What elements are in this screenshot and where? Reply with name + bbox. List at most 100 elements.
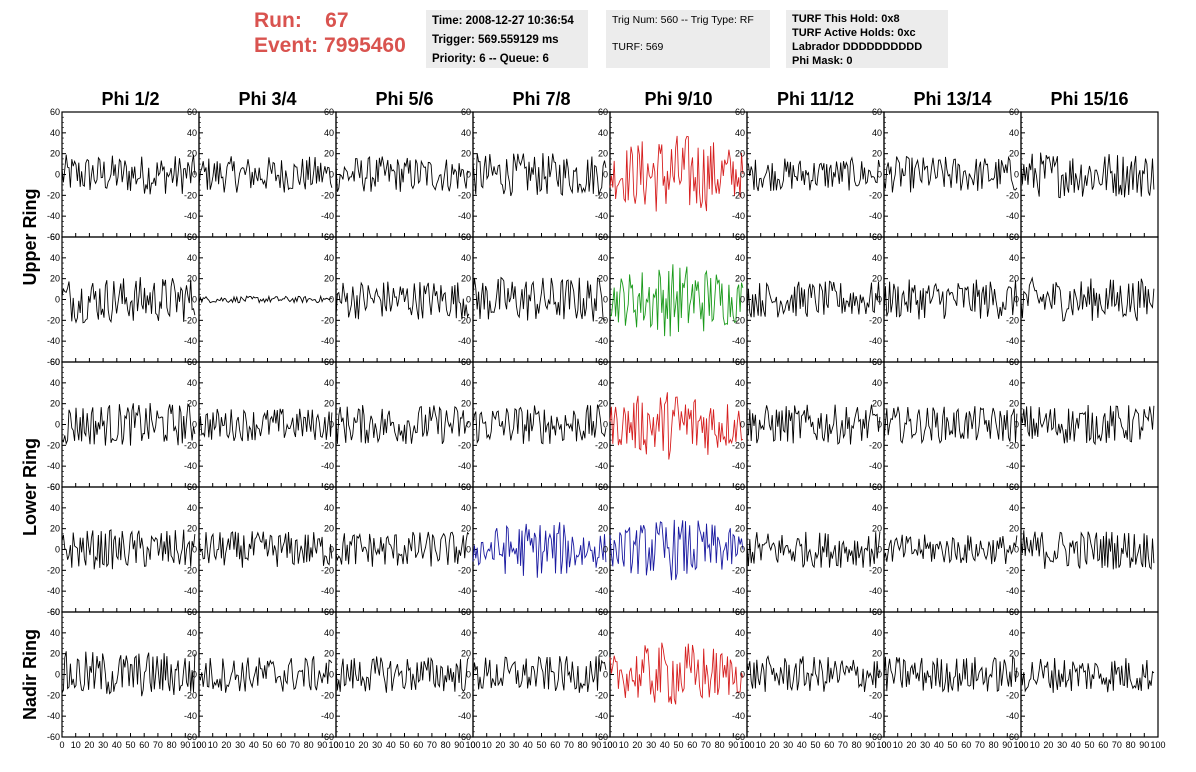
y-tick-label: -20 xyxy=(732,565,745,575)
x-tick-label: 20 xyxy=(495,740,505,750)
y-tick-label: -20 xyxy=(869,565,882,575)
y-tick-label: 20 xyxy=(1009,149,1019,159)
y-tick-label: 20 xyxy=(50,649,60,659)
event-line: Event: 7995460 xyxy=(254,33,406,58)
y-tick-label: 60 xyxy=(598,107,608,117)
x-tick-label: 100 xyxy=(739,740,754,750)
y-tick-label: 60 xyxy=(50,607,60,617)
y-tick-label: -20 xyxy=(869,190,882,200)
y-tick-label: 0 xyxy=(740,670,745,680)
x-tick-label: 0 xyxy=(744,740,749,750)
y-tick-label: -20 xyxy=(47,565,60,575)
y-tick-label: -40 xyxy=(184,711,197,721)
y-tick-label: 20 xyxy=(872,649,882,659)
y-tick-label: 60 xyxy=(735,357,745,367)
y-tick-label: 0 xyxy=(877,295,882,305)
x-tick-label: 40 xyxy=(797,740,807,750)
y-tick-label: 60 xyxy=(735,607,745,617)
y-tick-label: 40 xyxy=(598,128,608,138)
y-tick-label: 40 xyxy=(461,128,471,138)
waveform-trace xyxy=(61,154,196,195)
y-tick-label: -20 xyxy=(321,190,334,200)
y-tick-label: 20 xyxy=(187,399,197,409)
y-tick-label: -40 xyxy=(47,461,60,471)
y-tick-label: -40 xyxy=(732,711,745,721)
x-tick-label: 70 xyxy=(427,740,437,750)
panel-frame xyxy=(609,236,748,363)
y-tick-label: -40 xyxy=(458,711,471,721)
y-tick-label: 40 xyxy=(598,503,608,513)
y-tick-label: -40 xyxy=(732,211,745,221)
waveform-trace xyxy=(1020,530,1155,570)
x-tick-label: 90 xyxy=(454,740,464,750)
column-header: Phi 3/4 xyxy=(238,89,296,109)
y-tick-label: 60 xyxy=(872,107,882,117)
waveform-trace xyxy=(746,280,881,318)
y-tick-label: -60 xyxy=(321,732,334,742)
waveform-trace xyxy=(61,651,196,697)
y-tick-label: -40 xyxy=(47,211,60,221)
y-tick-label: 40 xyxy=(461,253,471,263)
labrador-text: Labrador DDDDDDDDDD xyxy=(792,41,923,53)
y-tick-label: 40 xyxy=(324,503,334,513)
y-tick-label: 60 xyxy=(50,357,60,367)
y-tick-label: 0 xyxy=(603,170,608,180)
y-tick-label: 0 xyxy=(603,670,608,680)
x-tick-label: 10 xyxy=(482,740,492,750)
y-tick-label: 60 xyxy=(1009,482,1019,492)
y-tick-label: 40 xyxy=(50,253,60,263)
panel-frame xyxy=(61,236,200,363)
y-tick-label: 40 xyxy=(872,253,882,263)
y-tick-label: 60 xyxy=(1009,357,1019,367)
panel-frame xyxy=(335,111,474,238)
y-tick-label: -40 xyxy=(184,336,197,346)
x-tick-label: 50 xyxy=(536,740,546,750)
trig-num-text: Trig Num: 560 -- Trig Type: RF xyxy=(612,14,754,26)
x-tick-label: 70 xyxy=(838,740,848,750)
y-tick-label: 20 xyxy=(598,399,608,409)
y-tick-label: -40 xyxy=(732,586,745,596)
turf-active-holds-text: TURF Active Holds: 0xc xyxy=(792,27,916,39)
y-tick-label: 20 xyxy=(735,274,745,284)
waveform-trace xyxy=(1020,276,1155,322)
x-tick-label: 0 xyxy=(59,740,64,750)
y-tick-label: -20 xyxy=(458,565,471,575)
y-tick-label: 20 xyxy=(50,274,60,284)
column-header: Phi 1/2 xyxy=(101,89,159,109)
waveform-trace xyxy=(198,656,333,693)
ring-label: Nadir Ring xyxy=(20,629,40,720)
y-tick-label: 40 xyxy=(324,628,334,638)
turf-text: TURF: 569 xyxy=(612,41,664,53)
y-tick-label: -40 xyxy=(869,711,882,721)
y-tick-label: 60 xyxy=(187,232,197,242)
x-tick-label: 10 xyxy=(345,740,355,750)
y-tick-label: 60 xyxy=(187,107,197,117)
x-tick-label: 100 xyxy=(1013,740,1028,750)
y-tick-label: 40 xyxy=(735,628,745,638)
y-tick-label: -40 xyxy=(47,711,60,721)
x-tick-label: 20 xyxy=(1043,740,1053,750)
x-tick-label: 50 xyxy=(262,740,272,750)
run-value: 67 xyxy=(325,9,349,32)
phi-mask-text: Phi Mask: 0 xyxy=(792,55,853,67)
waveform-trace xyxy=(472,153,607,197)
y-tick-label: 60 xyxy=(461,357,471,367)
y-tick-label: 60 xyxy=(1009,107,1019,117)
y-tick-label: 60 xyxy=(598,482,608,492)
y-tick-label: 40 xyxy=(187,253,197,263)
y-tick-label: 0 xyxy=(1014,670,1019,680)
x-tick-label: 80 xyxy=(167,740,177,750)
waveform-trace xyxy=(883,406,1018,445)
y-tick-label: 20 xyxy=(324,649,334,659)
y-tick-label: 20 xyxy=(598,149,608,159)
panel-frame xyxy=(472,111,611,238)
x-tick-label: 0 xyxy=(333,740,338,750)
y-tick-label: 60 xyxy=(324,482,334,492)
column-header: Phi 13/14 xyxy=(913,89,991,109)
x-tick-label: 100 xyxy=(876,740,891,750)
x-tick-label: 10 xyxy=(893,740,903,750)
ring-label: Lower Ring xyxy=(20,438,40,536)
y-tick-label: 20 xyxy=(872,274,882,284)
waveform-trace xyxy=(335,156,470,192)
y-tick-label: -20 xyxy=(732,315,745,325)
